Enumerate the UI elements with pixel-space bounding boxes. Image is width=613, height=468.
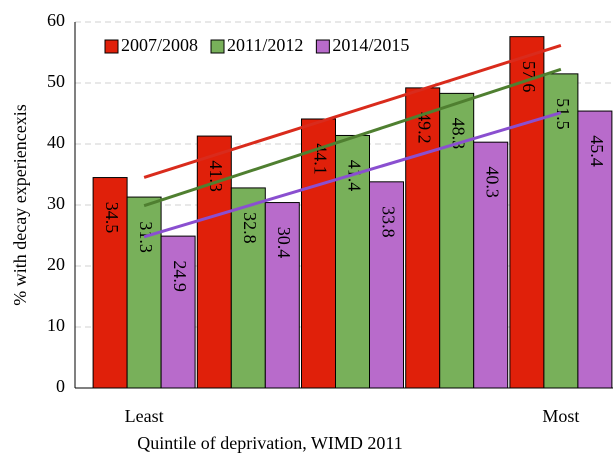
y-tick-label: 20 <box>47 254 65 274</box>
bar <box>473 141 509 389</box>
data-label: 30.4 <box>274 227 294 259</box>
bar <box>126 196 162 389</box>
data-label: 33.8 <box>378 206 398 238</box>
data-label: 49.2 <box>415 112 435 144</box>
y-tick-label: 60 <box>47 10 65 30</box>
bar <box>160 235 196 389</box>
data-label: 34.5 <box>102 202 122 234</box>
y-tick-label: 30 <box>47 193 65 213</box>
legend-swatch <box>210 39 225 54</box>
bar <box>92 177 128 389</box>
legend-label: 2007/2008 <box>121 35 198 55</box>
bar <box>301 118 336 389</box>
bar <box>369 181 404 389</box>
y-tick-label: 10 <box>47 315 65 335</box>
x-axis-title: Quintile of deprivation, WIMD 2011 <box>137 433 402 453</box>
data-label: 45.4 <box>587 135 607 167</box>
y-tick-label: 40 <box>47 132 65 152</box>
data-label: 51.5 <box>553 98 573 130</box>
bar <box>230 187 266 389</box>
x-tick-label: Most <box>542 406 579 426</box>
data-label: 40.3 <box>483 166 503 198</box>
legend-label: 2014/2015 <box>332 35 409 55</box>
trend-line <box>143 67 562 208</box>
trend-line <box>143 111 562 239</box>
trend-line <box>143 43 562 179</box>
bar <box>264 202 300 389</box>
data-label: 32.8 <box>240 212 260 244</box>
data-label: 41.3 <box>206 160 226 192</box>
legend-swatch <box>104 39 119 54</box>
bar <box>577 110 613 389</box>
x-tick-label: Least <box>125 406 164 426</box>
y-axis-title: % with decay experiencexis <box>10 104 30 305</box>
y-tick-label: 0 <box>56 376 65 396</box>
y-tick-label: 50 <box>47 71 65 91</box>
legend-swatch <box>315 39 330 54</box>
bar <box>509 36 545 389</box>
data-label: 57.6 <box>519 61 539 93</box>
legend-label: 2011/2012 <box>227 35 303 55</box>
data-label: 24.9 <box>170 260 190 292</box>
bar <box>543 73 579 389</box>
